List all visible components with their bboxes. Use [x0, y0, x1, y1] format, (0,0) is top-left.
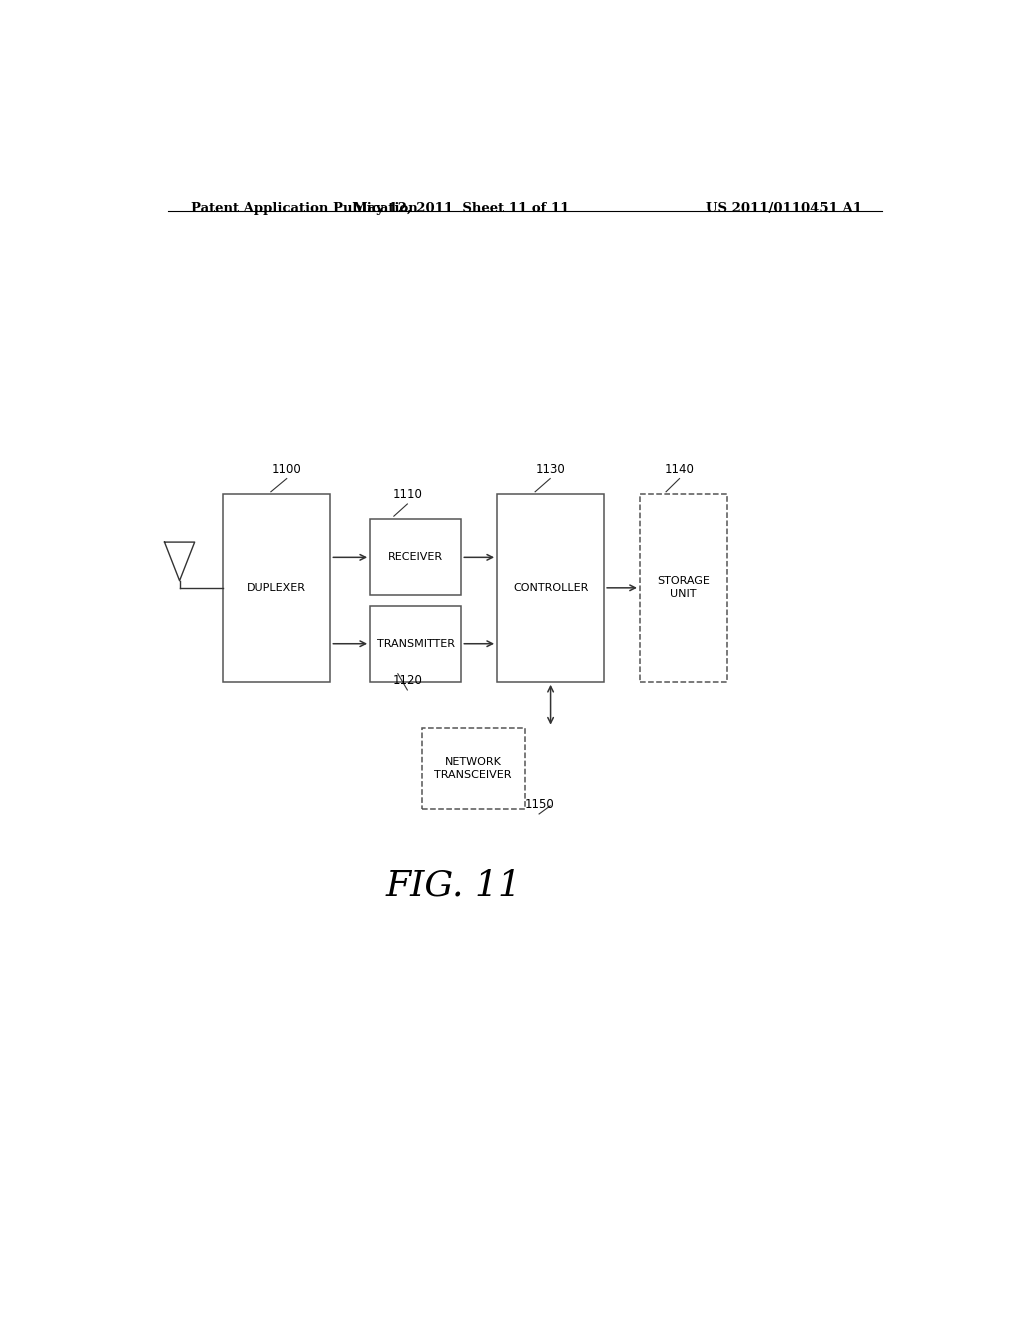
Text: RECEIVER: RECEIVER: [388, 552, 443, 562]
Text: CONTROLLER: CONTROLLER: [513, 583, 588, 593]
FancyBboxPatch shape: [422, 727, 524, 809]
Text: Patent Application Publication: Patent Application Publication: [191, 202, 418, 215]
Text: May 12, 2011  Sheet 11 of 11: May 12, 2011 Sheet 11 of 11: [353, 202, 569, 215]
FancyBboxPatch shape: [497, 494, 604, 682]
Text: 1100: 1100: [271, 462, 302, 475]
FancyBboxPatch shape: [640, 494, 727, 682]
Text: 1110: 1110: [392, 488, 422, 500]
Text: TRANSMITTER: TRANSMITTER: [377, 639, 455, 648]
Text: DUPLEXER: DUPLEXER: [248, 583, 306, 593]
Text: 1140: 1140: [665, 462, 694, 475]
Text: NETWORK
TRANSCEIVER: NETWORK TRANSCEIVER: [434, 756, 512, 780]
Text: STORAGE
UNIT: STORAGE UNIT: [657, 577, 710, 599]
Text: 1150: 1150: [524, 797, 554, 810]
FancyBboxPatch shape: [370, 606, 461, 682]
Text: 1130: 1130: [536, 462, 565, 475]
Text: FIG. 11: FIG. 11: [385, 869, 521, 902]
FancyBboxPatch shape: [223, 494, 331, 682]
Text: US 2011/0110451 A1: US 2011/0110451 A1: [707, 202, 862, 215]
Text: 1120: 1120: [392, 675, 422, 686]
FancyBboxPatch shape: [370, 519, 461, 595]
